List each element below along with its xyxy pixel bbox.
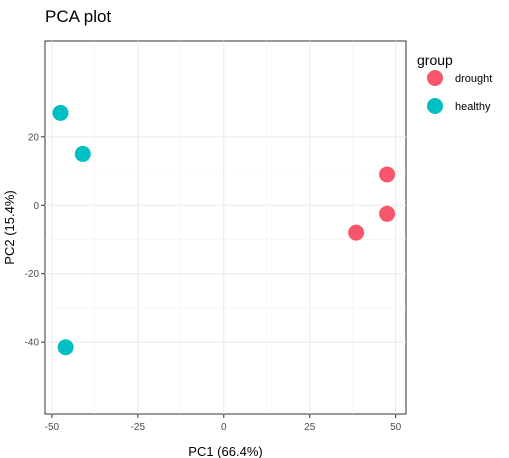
legend: group drought healthy (417, 52, 492, 114)
data-points (52, 104, 396, 356)
x-tick-label: -25 (131, 422, 146, 433)
x-tick-label: 0 (221, 422, 227, 433)
grid-lines (45, 41, 406, 414)
y-axis-title: PC2 (15.4%) (2, 190, 17, 264)
data-point-healthy (57, 339, 74, 356)
plot-panel (44, 40, 407, 415)
x-tick-label: 50 (390, 422, 402, 433)
y-tick-label: -40 (25, 338, 40, 349)
data-point-drought (379, 205, 396, 222)
data-point-drought (348, 224, 365, 241)
data-point-healthy (74, 145, 91, 162)
y-tick-label: 20 (28, 132, 40, 143)
legend-key-drought (427, 70, 443, 86)
data-point-healthy (52, 104, 69, 121)
data-point-drought (379, 166, 396, 183)
legend-label-healthy: healthy (455, 101, 491, 113)
x-axis-title: PC1 (66.4%) (188, 444, 262, 458)
x-tick-label: 25 (304, 422, 316, 433)
y-tick-label: 0 (33, 201, 39, 212)
y-tick-label: -20 (25, 269, 40, 280)
x-tick-label: -50 (45, 422, 60, 433)
legend-key-healthy (427, 98, 443, 114)
legend-title: group (417, 52, 453, 68)
chart-title: PCA plot (45, 7, 111, 26)
legend-label-drought: drought (455, 73, 492, 85)
axis-ticks: -50 -25 0 25 50 -40 -20 0 20 (25, 132, 402, 433)
